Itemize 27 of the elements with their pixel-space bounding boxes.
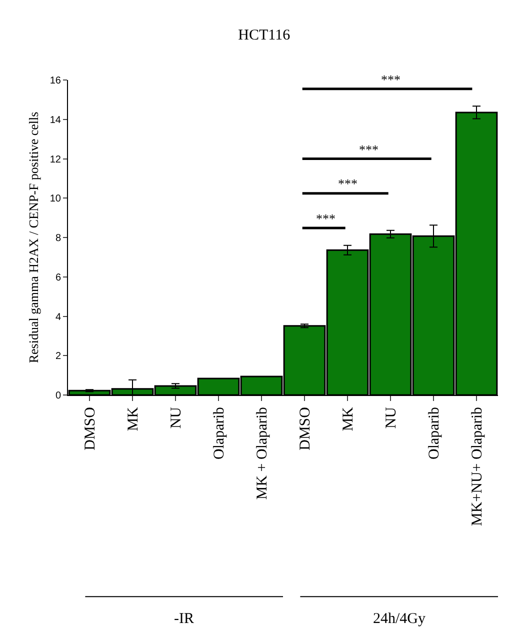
y-tick-label: 2 [55, 351, 62, 362]
y-tick-label: 6 [55, 272, 62, 284]
x-tick-label: Olaparib [426, 407, 442, 460]
annotation: *** [338, 176, 358, 191]
x-tick-label: MK [340, 406, 356, 432]
y-axis-title: Residual gamma H2AX / CENP-F positive cells [26, 112, 41, 364]
x-tick-label: MK+NU+ Olaparib [469, 407, 486, 526]
annotation: *** [359, 142, 378, 157]
y-tick-label: 4 [55, 312, 62, 323]
y-tick-label: 12 [50, 154, 62, 166]
x-tick-label: NU [383, 406, 400, 429]
annotation: *** [316, 211, 336, 226]
x-tick-label: MK + Olaparib [254, 407, 270, 500]
y-tick-label: 14 [50, 114, 62, 126]
annotation: *** [381, 72, 400, 87]
x-tick-label: DMSO [82, 406, 98, 450]
x-tick-label: Olaparib [211, 407, 228, 460]
x-tick-label: MK [125, 406, 142, 432]
y-tick-label: 0 [55, 390, 62, 402]
y-tick-label: 10 [50, 194, 62, 205]
text: 24h/4Gy [373, 611, 426, 627]
y-tick-label: 8 [55, 233, 62, 244]
y-tick-label: 16 [50, 76, 62, 86]
x-tick-label: DMSO [297, 406, 314, 450]
chart-title: HCT116 [238, 27, 291, 44]
text: -IR [174, 611, 194, 627]
x-tick-label: NU [168, 406, 184, 429]
